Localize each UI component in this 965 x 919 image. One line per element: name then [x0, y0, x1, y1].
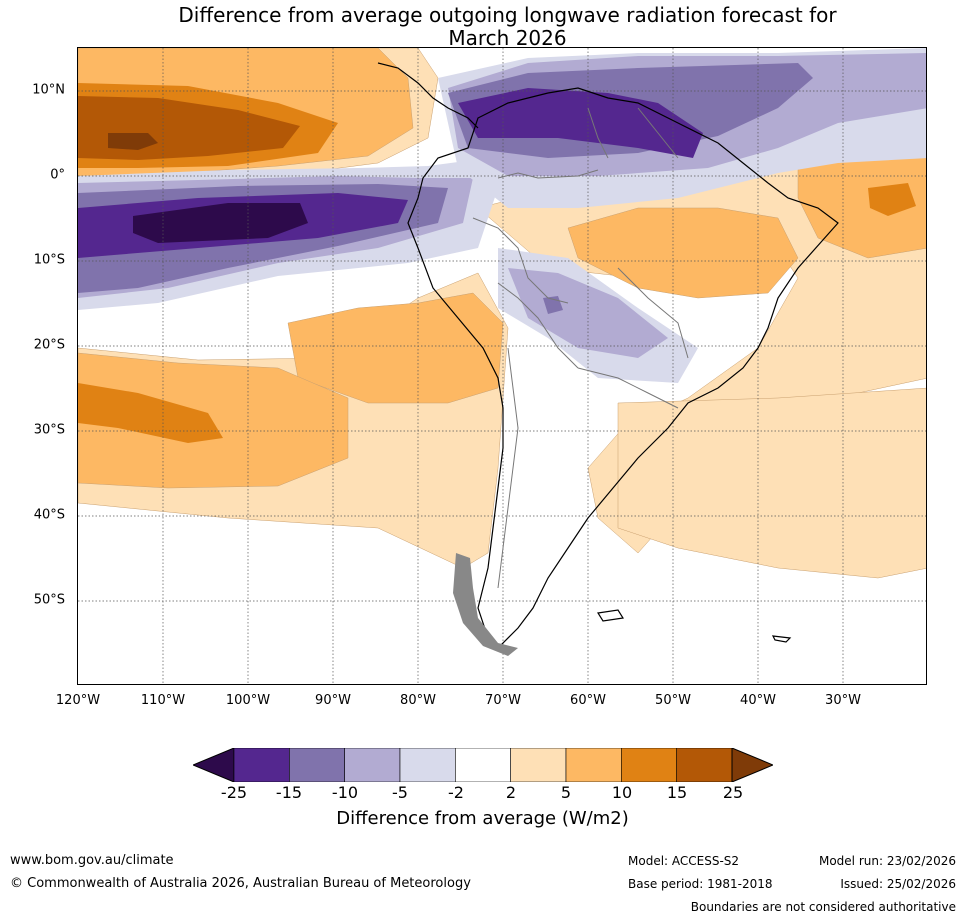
- south-georgia: [771, 635, 792, 643]
- colorbar-segment: [455, 747, 511, 783]
- anomaly-10-to-15-southern-pacific: [287, 292, 504, 404]
- positive-anomaly-fields: [78, 48, 926, 579]
- colorbar-graphic: [191, 747, 775, 783]
- anomaly-extreme-negative-equatorial-pacific: [133, 203, 308, 243]
- south-america-coastline: [407, 87, 839, 649]
- lon-label-50w: 50°W: [655, 693, 691, 708]
- map-panel: [77, 47, 927, 685]
- footer-model: Model: ACCESS-S2: [628, 854, 740, 868]
- colorbar-segment: [621, 747, 677, 783]
- colorbar-segment: [399, 747, 456, 783]
- anomaly-neg-5-to-10-central-south-america: [508, 268, 668, 358]
- anomaly-5-to-10-south-atlantic: [617, 387, 926, 579]
- colorbar-tick: -25: [220, 783, 248, 802]
- colorbar-tick: 15: [666, 783, 688, 802]
- lat-label-30s: 30°S: [33, 422, 65, 438]
- lon-label-60w: 60°W: [570, 693, 606, 708]
- title-line-2: March 2026: [448, 26, 567, 50]
- country-borders: [472, 107, 689, 589]
- lat-label-10s: 10°S: [33, 252, 65, 268]
- lat-label-20s: 20°S: [33, 337, 65, 353]
- footer-model-run: Model run: 23/02/2026: [818, 854, 956, 868]
- anomaly-map: [78, 48, 926, 684]
- coastline: [377, 62, 839, 649]
- colorbar-tick: -15: [275, 783, 303, 802]
- anomaly-10-to-15-southeast-pacific: [78, 352, 349, 489]
- lat-label-0: 0°: [50, 167, 65, 183]
- anomaly-15-to-25-equatorial-atlantic: [868, 183, 916, 216]
- lon-label-40w: 40°W: [740, 693, 776, 708]
- colorbar-tick: -5: [392, 783, 408, 802]
- central-america-coastline: [377, 62, 479, 129]
- colorbar-extend-high: [731, 747, 775, 783]
- lat-label-40s: 40°S: [33, 507, 65, 523]
- chart-title: Difference from average outgoing longwav…: [0, 4, 965, 50]
- lon-label-110w: 110°W: [140, 693, 186, 708]
- lon-label-100w: 100°W: [225, 693, 271, 708]
- colorbar-tick: -10: [331, 783, 359, 802]
- colorbar-segment: [289, 747, 345, 783]
- colorbar: [191, 747, 775, 783]
- footer-copyright: © Commonwealth of Australia 2026, Austra…: [10, 876, 471, 891]
- colorbar-extend-low: [191, 747, 235, 783]
- lon-label-30w: 30°W: [825, 693, 861, 708]
- colorbar-segment: [676, 747, 733, 783]
- colorbar-tick: 25: [722, 783, 744, 802]
- footer-website[interactable]: www.bom.gov.au/climate: [10, 853, 174, 868]
- footer-base-period: Base period: 1981-2018: [628, 877, 773, 891]
- footer-disclaimer: Boundaries are not considered authoritat…: [690, 900, 956, 914]
- colorbar-segment: [233, 747, 290, 783]
- lon-label-80w: 80°W: [400, 693, 436, 708]
- lon-label-120w: 120°W: [55, 693, 101, 708]
- lat-label-10n: 10°N: [32, 82, 65, 98]
- footer-issued: Issued: 25/02/2026: [840, 877, 956, 891]
- colorbar-tick: 10: [611, 783, 633, 802]
- title-line-1: Difference from average outgoing longwav…: [178, 3, 837, 27]
- colorbar-label: Difference from average (W/m2): [336, 808, 629, 829]
- colorbar-segment: [510, 747, 567, 783]
- anomaly-15-to-25-southeast-pacific: [78, 383, 223, 443]
- colorbar-tick: 2: [505, 783, 517, 802]
- chilean-fjords: [453, 553, 518, 656]
- colorbar-segment: [344, 747, 401, 783]
- colorbar-tick: -2: [448, 783, 464, 802]
- negative-anomaly-fields: [78, 48, 926, 383]
- colorbar-tick: 5: [560, 783, 572, 802]
- colorbar-segment: [565, 747, 622, 783]
- lat-label-50s: 50°S: [33, 592, 65, 608]
- falkland-islands: [597, 609, 624, 622]
- lon-label-70w: 70°W: [485, 693, 521, 708]
- anomaly-extreme-northern-pacific: [108, 133, 158, 150]
- graticule: [78, 48, 926, 684]
- lon-label-90w: 90°W: [315, 693, 351, 708]
